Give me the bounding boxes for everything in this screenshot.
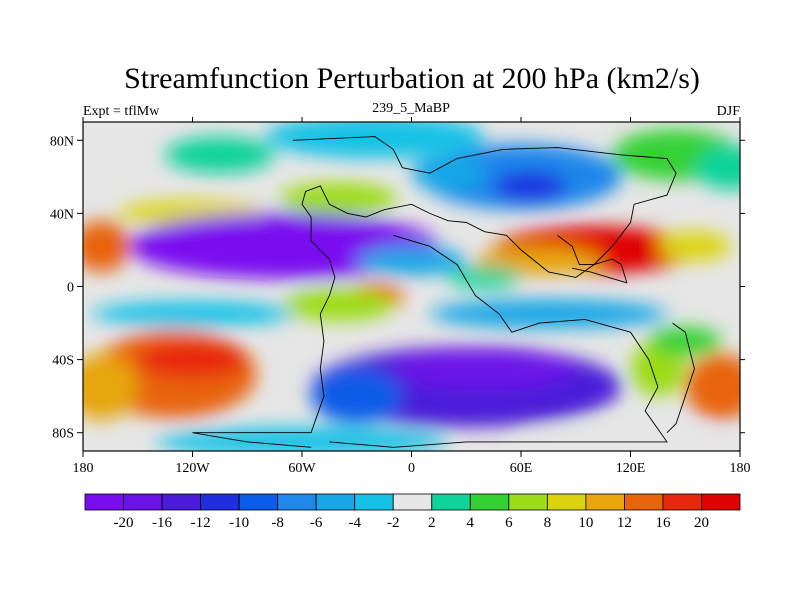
colorbar-label-6: -4 bbox=[348, 515, 361, 531]
colorbar-label-2: -12 bbox=[191, 515, 211, 531]
field-feature-10 bbox=[356, 246, 467, 276]
colorbar-swatch-2 bbox=[161, 493, 201, 511]
field-feature-29 bbox=[156, 427, 448, 451]
x-tick-label-2: 60W bbox=[288, 461, 316, 476]
field-feature-5 bbox=[493, 171, 567, 201]
x-tick-label-6: 180 bbox=[730, 461, 751, 476]
field-feature-30 bbox=[521, 427, 740, 451]
continent-outline-1 bbox=[329, 234, 668, 448]
colorbar-swatch-9 bbox=[431, 493, 471, 511]
field-feature-25 bbox=[311, 368, 403, 424]
colorbar-swatch-3 bbox=[200, 493, 240, 511]
colorbar-swatch-11 bbox=[508, 493, 548, 511]
colorbar-swatch-0 bbox=[84, 493, 124, 511]
field-feature-28 bbox=[648, 326, 722, 356]
colorbar-swatch-4 bbox=[238, 493, 279, 511]
field-feature-27 bbox=[630, 341, 686, 397]
colorbar-swatch-7 bbox=[354, 493, 394, 511]
experiment-label: Expt = tflMw bbox=[83, 104, 160, 119]
colorbar-label-15: 20 bbox=[694, 515, 709, 531]
colorbar-swatch-15 bbox=[662, 493, 702, 511]
season-label: DJF bbox=[717, 104, 741, 119]
colorbar-swatch-5 bbox=[277, 493, 317, 511]
colorbar-label-11: 8 bbox=[544, 515, 552, 531]
colorbar-swatch-12 bbox=[546, 493, 587, 511]
field-feature-6 bbox=[411, 154, 485, 192]
colorbar-label-0: -20 bbox=[114, 515, 134, 531]
continent-outline-3 bbox=[666, 322, 695, 434]
colorbar-label-4: -8 bbox=[271, 515, 284, 531]
colorbar-label-13: 12 bbox=[617, 515, 632, 531]
field-feature-21 bbox=[137, 341, 248, 378]
continent-outline-0 bbox=[192, 136, 677, 448]
field-feature-24 bbox=[393, 346, 576, 391]
field-feature-16 bbox=[283, 288, 394, 322]
x-tick-label-0: 180 bbox=[73, 461, 94, 476]
field-feature-19 bbox=[448, 266, 521, 289]
field-feature-3 bbox=[265, 122, 485, 159]
chart-title: Streamfunction Perturbation at 200 hPa (… bbox=[124, 62, 700, 95]
colorbar-label-14: 16 bbox=[655, 515, 671, 531]
continent-outline-2 bbox=[557, 234, 628, 284]
colorbar-label-9: 4 bbox=[467, 515, 475, 531]
y-tick-label-1: 40N bbox=[50, 207, 74, 222]
field-feature-2 bbox=[165, 136, 275, 174]
y-tick-label-0: 80N bbox=[50, 134, 74, 149]
colorbar-swatch-6 bbox=[315, 493, 356, 511]
run-label: 239_5_MaBP bbox=[372, 101, 450, 116]
field-feature-22 bbox=[83, 354, 138, 420]
y-tick-label-4: 80S bbox=[52, 427, 74, 442]
x-tick-label-3: 0 bbox=[408, 461, 415, 476]
colorbar-swatch-14 bbox=[624, 493, 664, 511]
field-feature-11 bbox=[83, 220, 131, 272]
field-feature-26 bbox=[685, 354, 740, 420]
colorbar-label-10: 6 bbox=[505, 515, 513, 531]
colorbar-label-5: -6 bbox=[310, 515, 323, 531]
colorbar-label-12: 10 bbox=[578, 515, 593, 531]
colorbar-label-7: -2 bbox=[387, 515, 400, 531]
field-feature-14 bbox=[657, 231, 731, 261]
x-tick-label-5: 120E bbox=[616, 461, 646, 476]
contour-field bbox=[83, 122, 740, 451]
x-axis: 180 120W 60W 0 60E 120E 180 bbox=[73, 117, 751, 476]
y-tick-label-2: 0 bbox=[67, 281, 74, 296]
field-feature-18 bbox=[429, 299, 667, 329]
colorbar-swatch-13 bbox=[585, 493, 625, 511]
field-feature-1 bbox=[280, 182, 397, 216]
colorbar-label-8: 2 bbox=[428, 515, 436, 531]
colorbar: -20 -16 -12 -10 -8 -6 -4 -2 2 4 6 8 10 12 16 20 bbox=[84, 493, 741, 531]
colorbar-swatch-1 bbox=[123, 493, 163, 511]
y-tick-label-3: 40S bbox=[52, 354, 74, 369]
field-feature-8 bbox=[694, 145, 740, 190]
colorbar-swatch-10 bbox=[469, 493, 510, 511]
colorbar-swatch-8 bbox=[392, 493, 433, 511]
y-axis: 80N 40N 0 40S 80S bbox=[50, 134, 745, 442]
colorbar-label-1: -16 bbox=[152, 515, 172, 531]
field-feature-17 bbox=[92, 301, 293, 327]
x-tick-label-1: 120W bbox=[175, 461, 210, 476]
colorbar-label-3: -10 bbox=[229, 515, 249, 531]
continent-outlines bbox=[192, 136, 695, 448]
x-tick-label-4: 60E bbox=[510, 461, 533, 476]
colorbar-swatch-16 bbox=[701, 493, 741, 511]
field-feature-13 bbox=[475, 246, 604, 276]
